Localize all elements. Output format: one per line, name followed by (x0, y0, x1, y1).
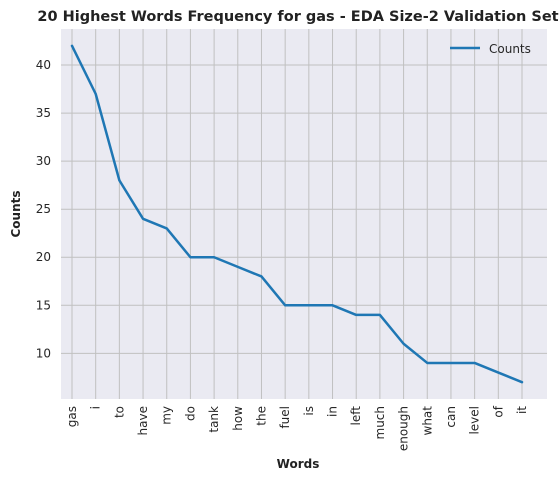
x-tick-label: in (326, 406, 340, 417)
y-tick-labels: 10 15 20 25 30 35 40 (36, 58, 51, 360)
y-tick-label: 15 (36, 298, 51, 312)
y-tick-label: 20 (36, 250, 51, 264)
y-tick-label: 25 (36, 202, 51, 216)
y-tick-label: 30 (36, 154, 51, 168)
x-tick-label: enough (397, 406, 411, 451)
plot-area (61, 29, 547, 399)
x-tick-label: what (420, 406, 434, 436)
legend-label-counts: Counts (489, 42, 531, 56)
x-tick-label: much (373, 406, 387, 440)
chart-title: 20 Highest Words Frequency for gas - EDA… (37, 9, 558, 25)
x-axis-label: Words (277, 457, 320, 471)
x-tick-label: left (349, 406, 363, 426)
x-tick-label: gas (65, 406, 79, 427)
x-tick-label: can (444, 406, 458, 428)
x-tick-label: fuel (278, 406, 292, 429)
x-tick-label: tank (207, 406, 221, 433)
x-tick-label: the (254, 406, 268, 426)
y-tick-label: 10 (36, 346, 51, 360)
x-tick-label: it (515, 406, 529, 414)
x-tick-label: how (231, 406, 245, 431)
x-tick-labels: gas i to have my do tank how the fuel is in left much… (65, 405, 529, 451)
x-tick-label: level (468, 406, 482, 435)
x-tick-label: have (136, 406, 150, 435)
legend: Counts (450, 42, 531, 56)
x-tick-label: to (112, 406, 126, 418)
y-tick-label: 35 (36, 106, 51, 120)
y-axis-label: Counts (9, 190, 23, 237)
x-tick-label: of (491, 405, 505, 417)
grid-lines (61, 29, 547, 399)
x-tick-label: i (89, 406, 103, 409)
series-group (70, 44, 524, 384)
y-tick-label: 40 (36, 58, 51, 72)
x-tick-label: is (302, 406, 316, 416)
series-line-counts (70, 44, 524, 384)
x-tick-label: do (183, 406, 197, 421)
x-tick-label: my (160, 406, 174, 425)
